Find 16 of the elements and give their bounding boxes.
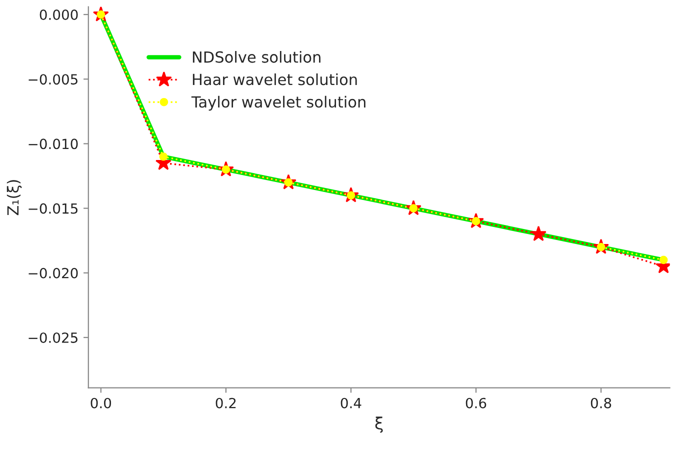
legend-label: NDSolve solution xyxy=(192,51,320,63)
x-tick-label: 0.0 xyxy=(90,398,112,408)
y-tick-label: −0.015 xyxy=(28,203,78,214)
y-tick-label: −0.020 xyxy=(28,268,78,278)
legend-label: Taylor wavelet solution xyxy=(191,96,366,111)
x-tick-label: 0.6 xyxy=(466,398,486,408)
x-tick-label: 0.8 xyxy=(590,398,612,408)
y-tick-label: −0.025 xyxy=(28,332,78,343)
y-axis-title: Z₁(ξ) xyxy=(6,180,22,216)
x-axis-title: ξ xyxy=(375,416,383,433)
legend-label: Haar wavelet solution xyxy=(192,73,357,86)
y-tick-label: −0.005 xyxy=(28,74,78,85)
y-tick-label: 0.000 xyxy=(40,9,78,20)
y-tick-label: −0.010 xyxy=(28,138,78,150)
x-tick-label: 0.2 xyxy=(216,398,236,408)
x-tick-label: 0.4 xyxy=(340,398,362,408)
